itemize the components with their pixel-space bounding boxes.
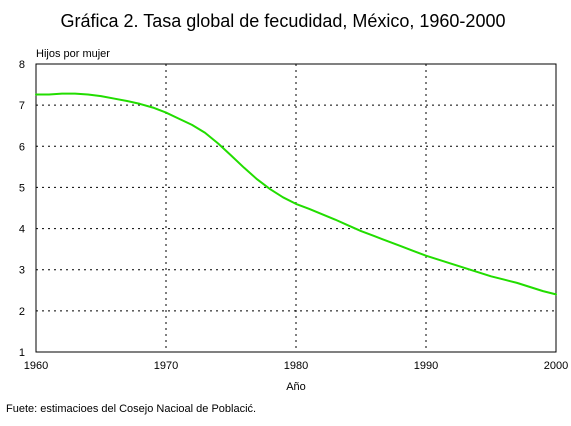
x-axis-label: Año	[286, 381, 306, 393]
y-ticks: 1 2 3 4 5 6 7 8	[19, 59, 25, 359]
x-grid	[165, 64, 427, 352]
source-note: Fuete: estimacioes del Cosejo Nacioal de…	[6, 403, 256, 415]
y-tick-label: 5	[19, 182, 25, 194]
y-tick-label: 8	[19, 59, 25, 71]
series-layer	[35, 92, 557, 296]
y-tick-label: 6	[19, 141, 25, 153]
x-tick-label: 2000	[544, 360, 568, 372]
x-ticks: 1960 1970 1980 1990 2000	[24, 360, 568, 372]
y-tick-label: 3	[19, 265, 25, 277]
x-tick-label: 1970	[154, 360, 178, 372]
x-tick-label: 1960	[24, 360, 48, 372]
fertility-rate-line	[35, 92, 557, 296]
y-tick-label: 2	[19, 306, 25, 318]
y-tick-label: 7	[19, 100, 25, 112]
y-axis-label: Hijos por mujer	[36, 48, 110, 60]
x-tick-label: 1980	[284, 360, 308, 372]
x-tick-label: 1990	[414, 360, 438, 372]
y-tick-label: 4	[19, 224, 25, 236]
chart-title: Gráfica 2. Tasa global de fecudidad, Méx…	[61, 11, 506, 31]
y-tick-label: 1	[19, 347, 25, 359]
